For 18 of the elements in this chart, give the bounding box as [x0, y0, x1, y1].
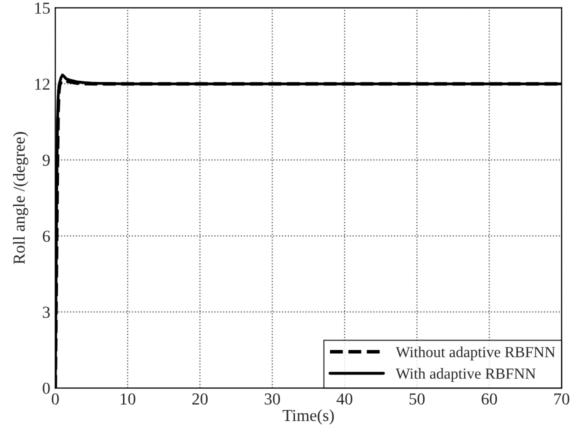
y-tick-label: 0	[42, 382, 50, 394]
y-axis-title: Roll angle /(degree)	[13, 132, 28, 264]
legend-label: Without adaptive RBFNN	[396, 346, 556, 360]
y-tick-label: 15	[35, 2, 50, 14]
x-tick-label: 20	[192, 393, 208, 405]
y-tick-label: 12	[35, 78, 50, 90]
x-tick-label: 0	[52, 393, 59, 405]
x-tick-label: 10	[120, 393, 136, 405]
legend-label: With adaptive RBFNN	[396, 368, 536, 382]
x-axis-title: Time(s)	[282, 409, 334, 424]
y-tick-label: 9	[42, 154, 50, 166]
x-tick-label: 30	[264, 393, 280, 405]
x-tick-label: 60	[482, 393, 497, 405]
x-tick-label: 40	[336, 393, 352, 405]
y-tick-label: 6	[42, 230, 50, 242]
x-tick-label: 50	[410, 393, 425, 405]
x-tick-label: 70	[554, 393, 570, 405]
y-tick-label: 3	[42, 306, 50, 318]
